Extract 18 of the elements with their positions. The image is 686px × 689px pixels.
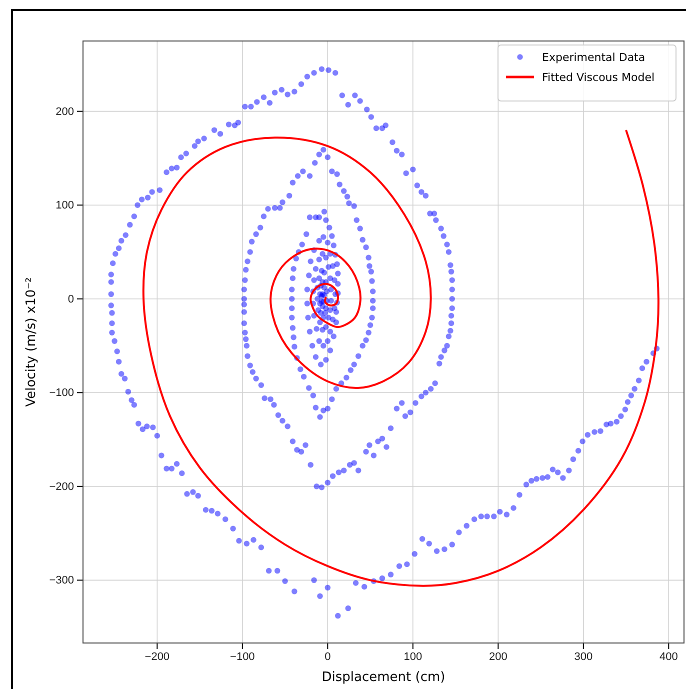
x-axis-title: Displacement (cm) bbox=[322, 670, 446, 685]
x-tick-label: −200 bbox=[144, 650, 170, 663]
legend-label: Experimental Data bbox=[542, 51, 646, 64]
x-tick-label: 400 bbox=[659, 650, 678, 663]
x-tick-label: 100 bbox=[404, 650, 422, 663]
legend-label: Fitted Viscous Model bbox=[542, 71, 655, 84]
x-tick-label: 200 bbox=[488, 650, 508, 663]
y-tick-label: 200 bbox=[56, 106, 74, 118]
x-tick-label: −100 bbox=[230, 650, 255, 663]
y-tick-label: −300 bbox=[49, 574, 74, 587]
x-tick-label: 300 bbox=[574, 650, 593, 663]
line-series bbox=[142, 129, 660, 587]
x-tick-label: 0 bbox=[324, 650, 331, 663]
y-tick-label: 100 bbox=[56, 200, 74, 212]
y-tick-label: 0 bbox=[68, 293, 74, 306]
y-tick-label: −200 bbox=[49, 480, 74, 493]
y-tick-label: −100 bbox=[49, 387, 74, 400]
y-axis-title: Velocity (m/s) x10⁻² bbox=[24, 277, 39, 407]
